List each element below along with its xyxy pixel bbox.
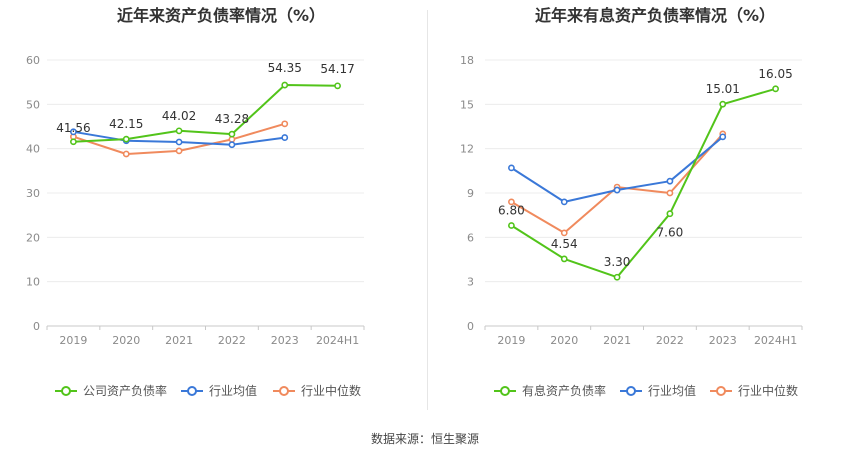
data-label: 15.01: [706, 82, 740, 96]
x-tick-label: 2022: [218, 334, 246, 347]
y-tick-label: 3: [467, 276, 474, 289]
data-point: [508, 164, 515, 172]
chart-left: 0 10 20 30 40 50 60 2019 2020 2021 2022 2023 2024H1 4…: [26, 54, 365, 398]
data-point: [613, 273, 621, 281]
data-label: 6.80: [498, 204, 525, 218]
legend-swatch-marker: [279, 386, 289, 396]
data-point: [281, 81, 289, 89]
y-tick-label: 0: [33, 320, 40, 333]
data-label: 4.54: [551, 237, 578, 251]
data-point: [560, 198, 568, 206]
data-label: 41.56: [56, 121, 90, 135]
data-point: [122, 135, 130, 143]
legend-label: 行业均值: [209, 383, 257, 398]
data-point: [666, 189, 674, 197]
y-tick-label: 20: [26, 231, 40, 244]
x-tick-label: 2019: [59, 334, 87, 347]
legend-item-2: 行业中位数: [710, 383, 798, 398]
data-point: [508, 222, 515, 229]
legend-swatch-marker: [61, 386, 71, 396]
y-tick-label: 6: [467, 231, 474, 244]
y-tick-label: 40: [26, 143, 40, 156]
data-label: 42.15: [109, 117, 143, 131]
x-tick-label: 2020: [112, 334, 140, 347]
y-tick-label: 0: [467, 320, 474, 333]
data-point: [334, 82, 341, 90]
data-point: [560, 229, 568, 237]
data-point: [719, 133, 727, 141]
y-tick-label: 30: [26, 187, 40, 200]
legend-swatch-marker: [716, 386, 726, 396]
data-label: 43.28: [215, 112, 249, 126]
data-source: 数据来源：恒生聚源: [370, 432, 479, 446]
legend-item-1: 行业均值: [181, 383, 257, 398]
legend-swatch-marker: [187, 386, 197, 396]
data-point: [228, 141, 236, 149]
x-tick-label: 2022: [656, 334, 684, 347]
data-point: [719, 100, 727, 108]
x-tick-label: 2019: [497, 334, 525, 347]
data-point: [175, 138, 183, 146]
data-point: [666, 177, 674, 185]
data-label: 16.05: [758, 67, 792, 81]
data-point: [175, 147, 183, 155]
x-tick-label: 2023: [709, 334, 737, 347]
y-tick-label: 50: [26, 98, 40, 111]
y-tick-label: 9: [467, 187, 474, 200]
x-tick-label: 2023: [271, 334, 299, 347]
x-tick-label: 2021: [603, 334, 631, 347]
chart-title-right: 近年来有息资产负债率情况（%）: [534, 6, 776, 25]
x-tick-label: 2024H1: [316, 334, 359, 347]
legend-swatch-marker: [626, 386, 636, 396]
legend-label: 有息资产负债率: [522, 383, 606, 398]
legend-label: 行业中位数: [301, 383, 361, 398]
y-tick-label: 10: [26, 276, 40, 289]
data-point: [175, 127, 183, 135]
y-tick-label: 12: [460, 143, 474, 156]
data-label: 54.35: [268, 61, 302, 75]
series-line-0: [73, 84, 338, 143]
data-label: 54.17: [320, 62, 354, 76]
legend-item-1: 行业均值: [620, 383, 696, 398]
data-label: 3.30: [604, 255, 631, 269]
data-label: 7.60: [657, 226, 684, 240]
legend-swatch-marker: [500, 386, 510, 396]
data-point: [281, 120, 289, 128]
legend-item-2: 行业中位数: [273, 383, 361, 398]
data-point: [122, 150, 130, 158]
data-point: [613, 186, 621, 194]
y-tick-label: 15: [460, 98, 474, 111]
data-label: 44.02: [162, 109, 196, 123]
data-point: [228, 135, 236, 143]
series-line-0: [510, 87, 776, 279]
x-tick-label: 2020: [550, 334, 578, 347]
data-point: [281, 134, 289, 141]
x-tick-label: 2021: [165, 334, 193, 347]
data-point: [70, 138, 77, 146]
legend-label: 公司资产负债率: [83, 383, 167, 398]
data-point: [508, 198, 515, 206]
data-point: [666, 210, 674, 218]
y-tick-label: 60: [26, 54, 40, 67]
data-point: [772, 85, 779, 93]
data-point: [228, 130, 236, 138]
legend-label: 行业均值: [648, 383, 696, 398]
y-tick-label: 18: [460, 54, 474, 67]
data-point: [560, 255, 568, 263]
chart-right: 0 3 6 9 12 15 18 2019 2020 2021 2022 2023 2024H1 6.80…: [460, 54, 803, 398]
legend-item-0: 公司资产负债率: [55, 383, 167, 398]
chart-title-left: 近年来资产负债率情况（%）: [116, 6, 326, 25]
legend-item-0: 有息资产负债率: [494, 383, 606, 398]
chart-divider: [427, 10, 428, 410]
legend-label: 行业中位数: [738, 383, 798, 398]
x-tick-label: 2024H1: [754, 334, 797, 347]
data-point: [70, 128, 77, 136]
